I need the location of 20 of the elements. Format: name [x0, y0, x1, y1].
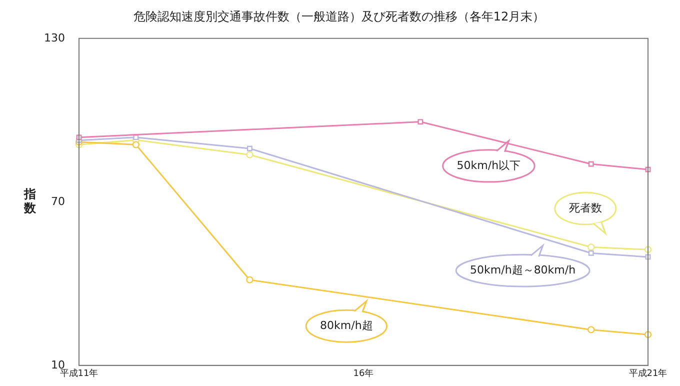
- point: [588, 326, 595, 334]
- legend-label: 50km/h以下: [456, 158, 521, 172]
- point: [588, 244, 595, 251]
- point: [246, 276, 254, 284]
- legend-label: 80km/h超: [320, 319, 373, 332]
- point: [588, 250, 594, 256]
- point: [588, 161, 594, 167]
- y-tick-label: 130: [44, 31, 65, 44]
- legend-label: 50km/h超～80km/h: [470, 263, 576, 276]
- y-axis-title: 指数: [23, 187, 37, 216]
- x-tick-label: 16年: [353, 368, 374, 380]
- point: [246, 146, 252, 152]
- text: 死者数: [568, 201, 602, 214]
- y-tick-label: 70: [50, 194, 65, 208]
- point: [132, 141, 140, 148]
- point: [246, 151, 254, 158]
- x-tick-label: 平成21年: [628, 368, 668, 380]
- chart-title: 危険認知速度別交通事故件数（一般道路）及び死者数の推移（各年12月末）: [133, 9, 545, 24]
- point: [418, 119, 424, 125]
- x-tick-label: 平成11年: [60, 368, 98, 380]
